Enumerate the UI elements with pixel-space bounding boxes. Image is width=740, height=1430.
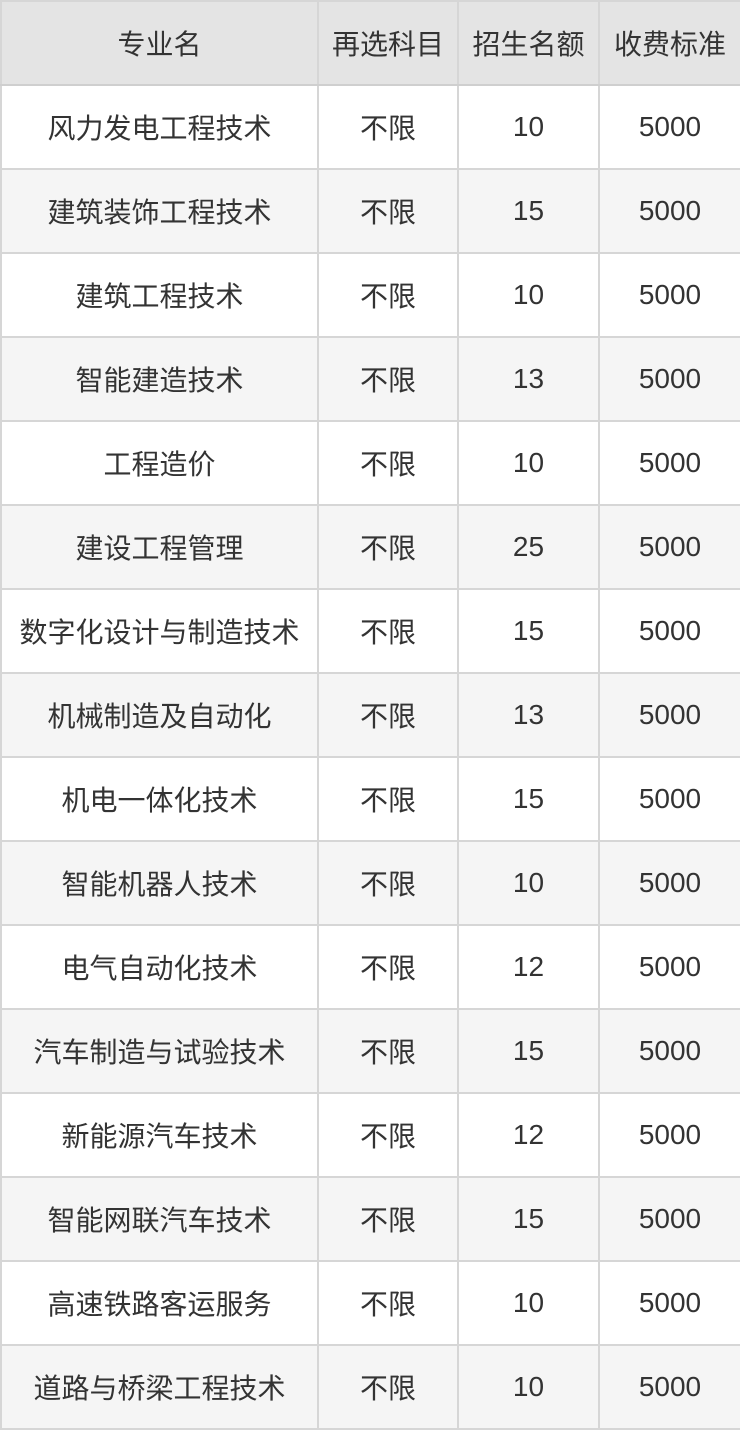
cell-subject: 不限 — [317, 84, 459, 170]
cell-fee: 5000 — [598, 1008, 740, 1094]
cell-subject: 不限 — [317, 840, 459, 926]
cell-fee: 5000 — [598, 1344, 740, 1430]
cell-major: 机电一体化技术 — [0, 756, 319, 842]
cell-major: 数字化设计与制造技术 — [0, 588, 319, 674]
cell-fee: 5000 — [598, 336, 740, 422]
cell-quota: 15 — [457, 1008, 600, 1094]
cell-fee: 5000 — [598, 1176, 740, 1262]
table-row: 高速铁路客运服务 不限 10 5000 — [0, 1260, 740, 1346]
cell-major: 高速铁路客运服务 — [0, 1260, 319, 1346]
cell-quota: 15 — [457, 756, 600, 842]
cell-quota: 15 — [457, 588, 600, 674]
header-row: 专业名 再选科目 招生名额 收费标准 — [0, 0, 740, 86]
cell-subject: 不限 — [317, 1008, 459, 1094]
cell-fee: 5000 — [598, 420, 740, 506]
table-row: 数字化设计与制造技术 不限 15 5000 — [0, 588, 740, 674]
table-row: 道路与桥梁工程技术 不限 10 5000 — [0, 1344, 740, 1430]
cell-major: 智能建造技术 — [0, 336, 319, 422]
column-header-quota: 招生名额 — [457, 0, 600, 86]
table-row: 智能建造技术 不限 13 5000 — [0, 336, 740, 422]
cell-quota: 10 — [457, 840, 600, 926]
cell-quota: 15 — [457, 1176, 600, 1262]
cell-quota: 10 — [457, 1344, 600, 1430]
cell-quota: 13 — [457, 672, 600, 758]
cell-subject: 不限 — [317, 336, 459, 422]
cell-subject: 不限 — [317, 1176, 459, 1262]
cell-major: 风力发电工程技术 — [0, 84, 319, 170]
cell-subject: 不限 — [317, 1260, 459, 1346]
cell-major: 道路与桥梁工程技术 — [0, 1344, 319, 1430]
cell-major: 建筑装饰工程技术 — [0, 168, 319, 254]
cell-quota: 10 — [457, 252, 600, 338]
cell-major: 智能机器人技术 — [0, 840, 319, 926]
cell-major: 新能源汽车技术 — [0, 1092, 319, 1178]
table-row: 智能网联汽车技术 不限 15 5000 — [0, 1176, 740, 1262]
table-row: 汽车制造与试验技术 不限 15 5000 — [0, 1008, 740, 1094]
cell-fee: 5000 — [598, 840, 740, 926]
table-row: 机械制造及自动化 不限 13 5000 — [0, 672, 740, 758]
cell-fee: 5000 — [598, 252, 740, 338]
table-row: 建筑工程技术 不限 10 5000 — [0, 252, 740, 338]
cell-quota: 10 — [457, 1260, 600, 1346]
cell-subject: 不限 — [317, 756, 459, 842]
cell-major: 电气自动化技术 — [0, 924, 319, 1010]
table-row: 机电一体化技术 不限 15 5000 — [0, 756, 740, 842]
cell-major: 建筑工程技术 — [0, 252, 319, 338]
cell-fee: 5000 — [598, 1260, 740, 1346]
cell-quota: 12 — [457, 1092, 600, 1178]
cell-major: 建设工程管理 — [0, 504, 319, 590]
cell-fee: 5000 — [598, 168, 740, 254]
table-row: 智能机器人技术 不限 10 5000 — [0, 840, 740, 926]
cell-quota: 10 — [457, 84, 600, 170]
cell-subject: 不限 — [317, 1092, 459, 1178]
table-row: 新能源汽车技术 不限 12 5000 — [0, 1092, 740, 1178]
column-header-subject: 再选科目 — [317, 0, 459, 86]
cell-quota: 15 — [457, 168, 600, 254]
cell-fee: 5000 — [598, 504, 740, 590]
cell-subject: 不限 — [317, 672, 459, 758]
cell-fee: 5000 — [598, 924, 740, 1010]
cell-subject: 不限 — [317, 168, 459, 254]
cell-fee: 5000 — [598, 1092, 740, 1178]
cell-major: 智能网联汽车技术 — [0, 1176, 319, 1262]
cell-subject: 不限 — [317, 588, 459, 674]
cell-subject: 不限 — [317, 1344, 459, 1430]
cell-major: 工程造价 — [0, 420, 319, 506]
cell-subject: 不限 — [317, 504, 459, 590]
cell-subject: 不限 — [317, 420, 459, 506]
cell-quota: 13 — [457, 336, 600, 422]
table-row: 建筑装饰工程技术 不限 15 5000 — [0, 168, 740, 254]
table-row: 工程造价 不限 10 5000 — [0, 420, 740, 506]
table-row: 电气自动化技术 不限 12 5000 — [0, 924, 740, 1010]
cell-major: 机械制造及自动化 — [0, 672, 319, 758]
cell-fee: 5000 — [598, 84, 740, 170]
column-header-major: 专业名 — [0, 0, 319, 86]
cell-subject: 不限 — [317, 924, 459, 1010]
cell-quota: 10 — [457, 420, 600, 506]
cell-quota: 25 — [457, 504, 600, 590]
table-row: 建设工程管理 不限 25 5000 — [0, 504, 740, 590]
cell-subject: 不限 — [317, 252, 459, 338]
table-row: 风力发电工程技术 不限 10 5000 — [0, 84, 740, 170]
column-header-fee: 收费标准 — [598, 0, 740, 86]
cell-fee: 5000 — [598, 756, 740, 842]
cell-quota: 12 — [457, 924, 600, 1010]
cell-fee: 5000 — [598, 672, 740, 758]
cell-fee: 5000 — [598, 588, 740, 674]
cell-major: 汽车制造与试验技术 — [0, 1008, 319, 1094]
